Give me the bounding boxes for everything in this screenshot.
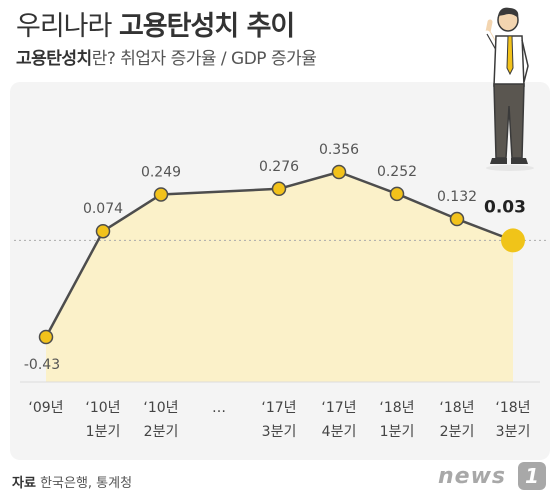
data-point (271, 181, 287, 197)
page-title: 우리나라 고용탄성치 추이 (16, 4, 295, 43)
x-tick-sublabel: 1분기 (380, 424, 415, 440)
x-tick-label: ‘18년 (495, 400, 530, 416)
data-label: 0.249 (141, 164, 181, 180)
x-tick-label: ‘18년 (379, 400, 414, 416)
data-label: 0.074 (83, 201, 123, 217)
data-label: -0.43 (24, 357, 60, 373)
data-point (501, 228, 525, 253)
title-light: 우리나라 (16, 11, 112, 42)
x-tick-sublabel: 1분기 (86, 424, 121, 440)
data-point (38, 329, 54, 345)
data-point (331, 164, 347, 180)
data-point (449, 211, 465, 227)
x-tick-sublabel: 2분기 (440, 424, 475, 440)
logo-mark: 1 (518, 462, 546, 490)
x-tick-sublabel: 3분기 (496, 424, 531, 440)
data-point (389, 186, 405, 202)
data-label: 0.252 (377, 164, 417, 180)
data-label: 0.356 (319, 142, 359, 158)
x-tick-label: ‘18년 (439, 400, 474, 416)
data-label: 0.132 (437, 189, 477, 205)
data-point (153, 187, 169, 202)
businessman-illustration (483, 7, 534, 171)
page-subtitle: 고용탄성치란? 취업자 증가율 / GDP 증가율 (16, 44, 317, 69)
news1-logo: news 1 (438, 462, 550, 496)
series-line (44, 170, 514, 338)
line-chart: -0.43 0.074 0.249 0.276 0.356 0.252 0.132 0.03 ‘… (14, 142, 546, 440)
data-label: 0.03 (484, 197, 526, 217)
subtitle-rest: 란? 취업자 증가율 / GDP 증가율 (91, 49, 317, 69)
x-tick-sublabel: 3분기 (262, 424, 297, 440)
subtitle-bold: 고용탄성치 (16, 49, 92, 69)
area-fill (46, 172, 513, 382)
x-tick-label: ‘09년 (28, 400, 63, 416)
x-tick-sublabel: 4분기 (322, 424, 357, 440)
source-label: 자료 (12, 476, 36, 491)
data-label: 0.276 (259, 159, 299, 175)
source-text: 한국은행, 통계청 (40, 476, 133, 491)
x-tick-label: … (212, 400, 226, 416)
x-tick-sublabel: 2분기 (144, 424, 179, 440)
title-bold: 고용탄성치 추이 (118, 11, 295, 42)
x-tick-label: ‘10년 (85, 400, 120, 416)
logo-word: news (438, 464, 507, 489)
x-tick-label: ‘10년 (143, 400, 178, 416)
x-tick-label: ‘17년 (261, 400, 296, 416)
x-tick-label: ‘17년 (321, 400, 356, 416)
source-note: 자료 한국은행, 통계청 (12, 472, 132, 491)
data-point (95, 223, 111, 239)
